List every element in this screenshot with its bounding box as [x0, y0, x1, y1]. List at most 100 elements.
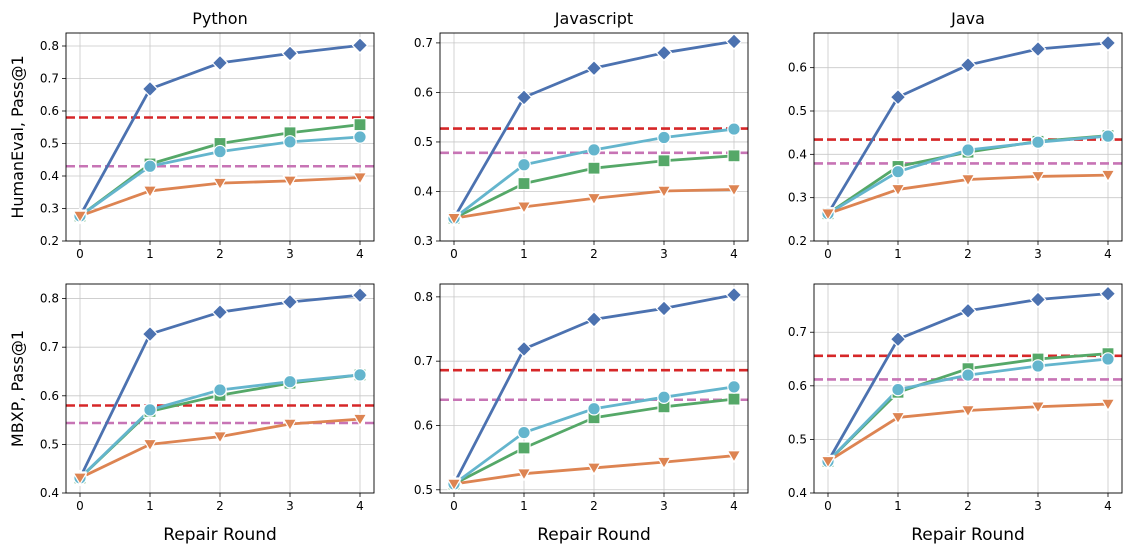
x-tick-label: 0 — [824, 499, 832, 513]
y-tick-label: 0.5 — [414, 135, 433, 149]
subplot-title: Javascript — [554, 9, 633, 28]
x-tick-label: 1 — [146, 499, 154, 513]
data-point-s0-x4 — [725, 33, 743, 50]
data-point-s2-x3 — [283, 135, 297, 149]
x-tick-label: 4 — [730, 499, 738, 513]
data-point-s0-x4 — [725, 286, 743, 304]
x-tick-label: 0 — [76, 247, 84, 261]
y-tick-label: 0.5 — [40, 437, 59, 451]
data-point-s0-x3 — [655, 300, 673, 317]
data-point-s2-x4 — [727, 122, 741, 136]
y-tick-label: 0.5 — [788, 432, 807, 446]
data-point-s2-x4 — [727, 380, 741, 394]
x-tick-label: 1 — [894, 247, 902, 261]
y-tick-label: 0.5 — [40, 137, 59, 151]
data-point-s2-x1 — [517, 157, 531, 172]
data-point-s1-x2 — [587, 161, 601, 175]
y-tick-label: 0.6 — [40, 104, 59, 118]
data-point-s3-x0 — [446, 212, 462, 226]
y-tick-label: 0.7 — [40, 340, 59, 354]
data-point-s3-x4 — [352, 172, 368, 185]
data-point-s1-x4 — [727, 392, 741, 406]
data-point-s1-x4 — [353, 118, 367, 132]
y-tick-label: 0.6 — [414, 85, 433, 99]
data-point-s0-x2 — [211, 54, 229, 72]
data-point-s3-x4 — [1100, 169, 1116, 183]
x-tick-label: 3 — [1034, 499, 1042, 513]
y-tick-label: 0.3 — [414, 234, 433, 248]
y-tick-label: 0.6 — [788, 61, 807, 75]
x-axis-label: Repair Round — [911, 525, 1025, 545]
data-point-s0-x1 — [141, 325, 159, 343]
data-point-s3-x3 — [1030, 401, 1046, 415]
x-tick-label: 2 — [590, 499, 598, 513]
data-point-s3-x2 — [212, 177, 228, 191]
x-tick-label: 0 — [450, 499, 458, 513]
y-tick-label: 0.4 — [788, 147, 807, 161]
data-point-s3-x3 — [282, 175, 298, 189]
x-axis-label: Repair Round — [163, 525, 277, 545]
data-point-s3-x3 — [1030, 170, 1046, 184]
data-point-s3-x2 — [212, 431, 228, 444]
y-tick-label: 0.4 — [788, 486, 807, 500]
y-tick-label: 0.2 — [40, 234, 59, 248]
y-tick-label: 0.3 — [40, 202, 59, 216]
y-tick-label: 0.6 — [788, 379, 807, 393]
data-point-s2-x4 — [1101, 352, 1115, 366]
data-point-s3-x2 — [586, 462, 602, 476]
x-tick-label: 3 — [660, 247, 668, 261]
x-tick-label: 2 — [964, 247, 972, 261]
x-tick-label: 4 — [356, 247, 364, 261]
data-point-s0-x3 — [281, 45, 299, 62]
data-point-s3-x1 — [890, 183, 906, 197]
x-tick-label: 4 — [356, 499, 364, 513]
data-point-s3-x2 — [586, 192, 602, 206]
data-point-s2-x3 — [283, 374, 297, 389]
data-point-s2-x1 — [891, 382, 905, 397]
data-point-s3-x4 — [1100, 398, 1116, 412]
x-tick-label: 2 — [590, 247, 598, 261]
data-point-s0-x3 — [281, 293, 299, 311]
y-tick-label: 0.7 — [40, 72, 59, 86]
subplot-title: Python — [192, 9, 247, 28]
y-tick-label: 0.7 — [414, 36, 433, 50]
x-tick-label: 3 — [286, 499, 294, 513]
data-point-s3-x1 — [516, 468, 532, 482]
data-point-s0-x1 — [515, 89, 533, 106]
data-point-s3-x2 — [960, 173, 976, 187]
data-point-s0-x2 — [959, 56, 977, 74]
data-point-s3-x0 — [446, 478, 462, 492]
data-point-s0-x2 — [585, 59, 603, 77]
x-tick-label: 1 — [520, 499, 528, 513]
data-point-s3-x4 — [352, 413, 368, 427]
subplot-title: Java — [950, 9, 985, 28]
data-point-s0-x3 — [1029, 291, 1047, 308]
data-point-s0-x4 — [1099, 285, 1117, 302]
x-tick-label: 2 — [216, 247, 224, 261]
subplot-3: 0 1 2 3 4 0.4 0.5 0.6 0.7 0.8 Repair Round — [40, 283, 375, 545]
x-tick-label: 1 — [894, 499, 902, 513]
y-tick-label: 0.6 — [414, 418, 433, 432]
y-axis-label: MBXP, Pass@1 — [8, 330, 27, 447]
data-point-s0-x4 — [1099, 34, 1117, 52]
data-point-s3-x0 — [820, 455, 836, 469]
data-point-s0-x2 — [959, 302, 977, 320]
y-tick-label: 0.4 — [40, 169, 59, 183]
data-point-s0-x3 — [655, 44, 673, 62]
data-point-s2-x2 — [213, 144, 227, 159]
data-point-s3-x1 — [890, 411, 906, 425]
data-point-s3-x0 — [72, 472, 88, 486]
data-point-s2-x3 — [1031, 135, 1045, 149]
data-point-s3-x1 — [142, 185, 158, 199]
y-tick-label: 0.4 — [414, 184, 433, 198]
data-point-s2-x2 — [587, 143, 601, 157]
data-point-s3-x4 — [726, 450, 742, 464]
x-tick-label: 2 — [216, 499, 224, 513]
data-point-s2-x4 — [353, 130, 367, 144]
x-tick-label: 2 — [964, 499, 972, 513]
x-tick-label: 4 — [730, 247, 738, 261]
x-axis-label: Repair Round — [537, 525, 651, 545]
y-axis-label: HumanEval, Pass@1 — [8, 55, 27, 218]
data-point-s3-x1 — [142, 438, 158, 452]
